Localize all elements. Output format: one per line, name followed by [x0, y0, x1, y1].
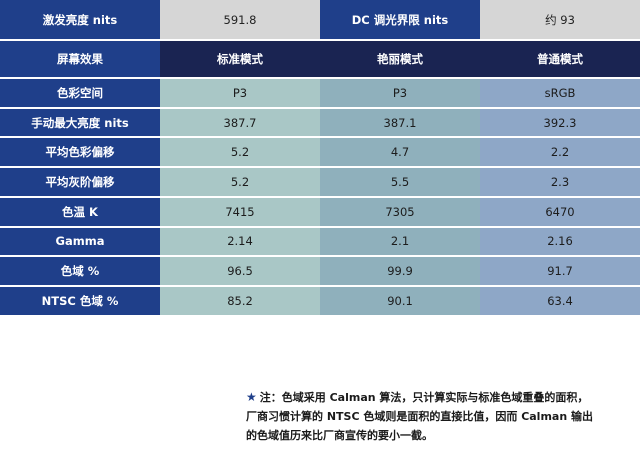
row-label: 色温 K [0, 197, 160, 226]
table-cell: 2.14 [160, 227, 320, 256]
table-cell: 387.7 [160, 108, 320, 137]
table-cell: 2.3 [480, 168, 640, 196]
table-cell: 63.4 [480, 286, 640, 315]
footnote: ★ 注：色域采用 Calman 算法，只计算实际与标准色域重叠的面积， 厂商习惯计… [246, 388, 636, 445]
footnote-prefix: 注： [259, 391, 282, 404]
table-cell: 91.7 [480, 257, 640, 285]
header-label-dc-dimming: DC 调光界限 nits [320, 0, 480, 39]
table-cell: 4.7 [320, 138, 480, 167]
table-cell: 392.3 [480, 108, 640, 137]
row-label: 色彩空间 [0, 79, 160, 107]
table-cell: 5.2 [160, 138, 320, 167]
header-label-peak-brightness: 激发亮度 nits [0, 0, 160, 39]
table-cell: 2.16 [480, 227, 640, 256]
table-cell: P3 [320, 79, 480, 107]
header-value-dc-dimming: 约 93 [480, 0, 640, 39]
table-cell: sRGB [480, 79, 640, 107]
table-cell: 5.2 [160, 168, 320, 196]
table-cell: 6470 [480, 197, 640, 226]
mode-normal: 普通模式 [480, 41, 640, 77]
table-cell: 7305 [320, 197, 480, 226]
row-label: 手动最大亮度 nits [0, 108, 160, 137]
row-label: 平均色彩偏移 [0, 138, 160, 167]
table-cell: 96.5 [160, 257, 320, 285]
row-label: Gamma [0, 227, 160, 256]
footnote-text-1: 色域采用 Calman 算法，只计算实际与标准色域重叠的面积， [281, 391, 589, 404]
table-cell: P3 [160, 79, 320, 107]
row-label: 色域 % [0, 257, 160, 285]
footnote-line-2: 厂商习惯计算的 NTSC 色域则是面积的直接比值，因而 Calman 输出 [246, 410, 594, 423]
row-label: 平均灰阶偏移 [0, 168, 160, 196]
table-cell: 2.2 [480, 138, 640, 167]
mode-standard: 标准模式 [160, 41, 320, 77]
table-cell: 5.5 [320, 168, 480, 196]
footnote-line-3: 的色域值历来比厂商宣传的要小一截。 [246, 429, 433, 442]
table-cell: 7415 [160, 197, 320, 226]
footnote-line-1: ★ 注：色域采用 Calman 算法，只计算实际与标准色域重叠的面积， [246, 388, 636, 407]
row-label: NTSC 色域 % [0, 286, 160, 315]
header-value-peak-brightness: 591.8 [160, 0, 320, 39]
star-icon: ★ [246, 390, 257, 404]
table-cell: 99.9 [320, 257, 480, 285]
table-cell: 90.1 [320, 286, 480, 315]
mode-vivid: 艳丽模式 [320, 41, 480, 77]
spec-table: 激发亮度 nits 591.8 DC 调光界限 nits 约 93 屏幕效果 标… [0, 0, 640, 315]
row-label-screen-mode: 屏幕效果 [0, 41, 160, 77]
table-cell: 85.2 [160, 286, 320, 315]
table-cell: 387.1 [320, 108, 480, 137]
table-cell: 2.1 [320, 227, 480, 256]
